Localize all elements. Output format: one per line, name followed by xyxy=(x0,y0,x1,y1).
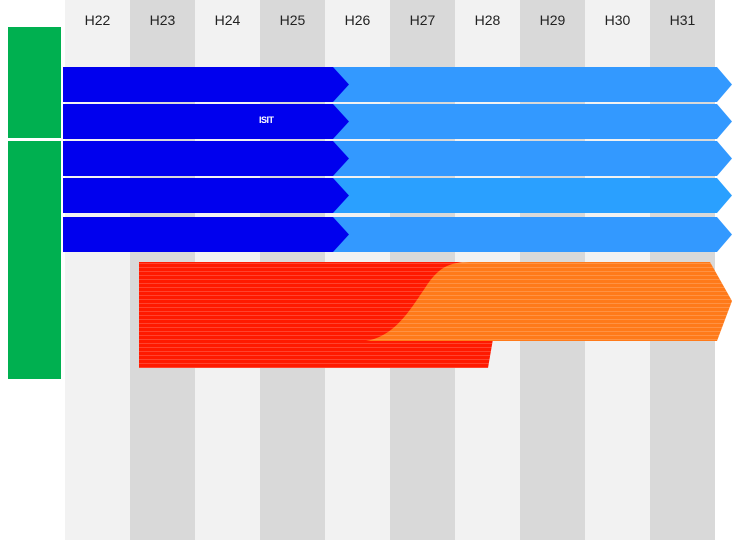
arrow-head xyxy=(63,217,349,252)
arrow-bar-1 xyxy=(63,67,732,102)
arrow-tail xyxy=(332,67,732,102)
column-header: H22 xyxy=(84,12,111,28)
arrow-bar-2: ISIT xyxy=(63,104,732,139)
arrow-head xyxy=(63,178,349,213)
column-header: H28 xyxy=(474,12,501,28)
sidebar-block-bottom xyxy=(8,141,61,379)
ribbon-orange-band-stripes xyxy=(366,262,732,341)
ribbon-red-band-stripes xyxy=(139,262,498,368)
column-header: H31 xyxy=(669,12,696,28)
arrow-label: ISIT xyxy=(259,115,274,125)
column-header: H30 xyxy=(604,12,631,28)
arrow-head xyxy=(63,141,349,176)
arrow-head xyxy=(63,67,349,102)
arrow-tail xyxy=(332,217,732,252)
column-header: H27 xyxy=(409,12,436,28)
arrow-bar-3 xyxy=(63,141,732,176)
sidebar-block-top xyxy=(8,27,61,138)
arrow-bar-5 xyxy=(63,217,732,252)
arrow-tail xyxy=(332,141,732,176)
column-header: H25 xyxy=(279,12,306,28)
column-header: H24 xyxy=(214,12,241,28)
arrow-head xyxy=(63,104,349,139)
column-header: H29 xyxy=(539,12,566,28)
arrow-bar-4 xyxy=(63,178,732,213)
arrow-tail xyxy=(332,104,732,139)
arrow-tail xyxy=(332,178,732,213)
column-header: H23 xyxy=(149,12,176,28)
column-header: H26 xyxy=(344,12,371,28)
